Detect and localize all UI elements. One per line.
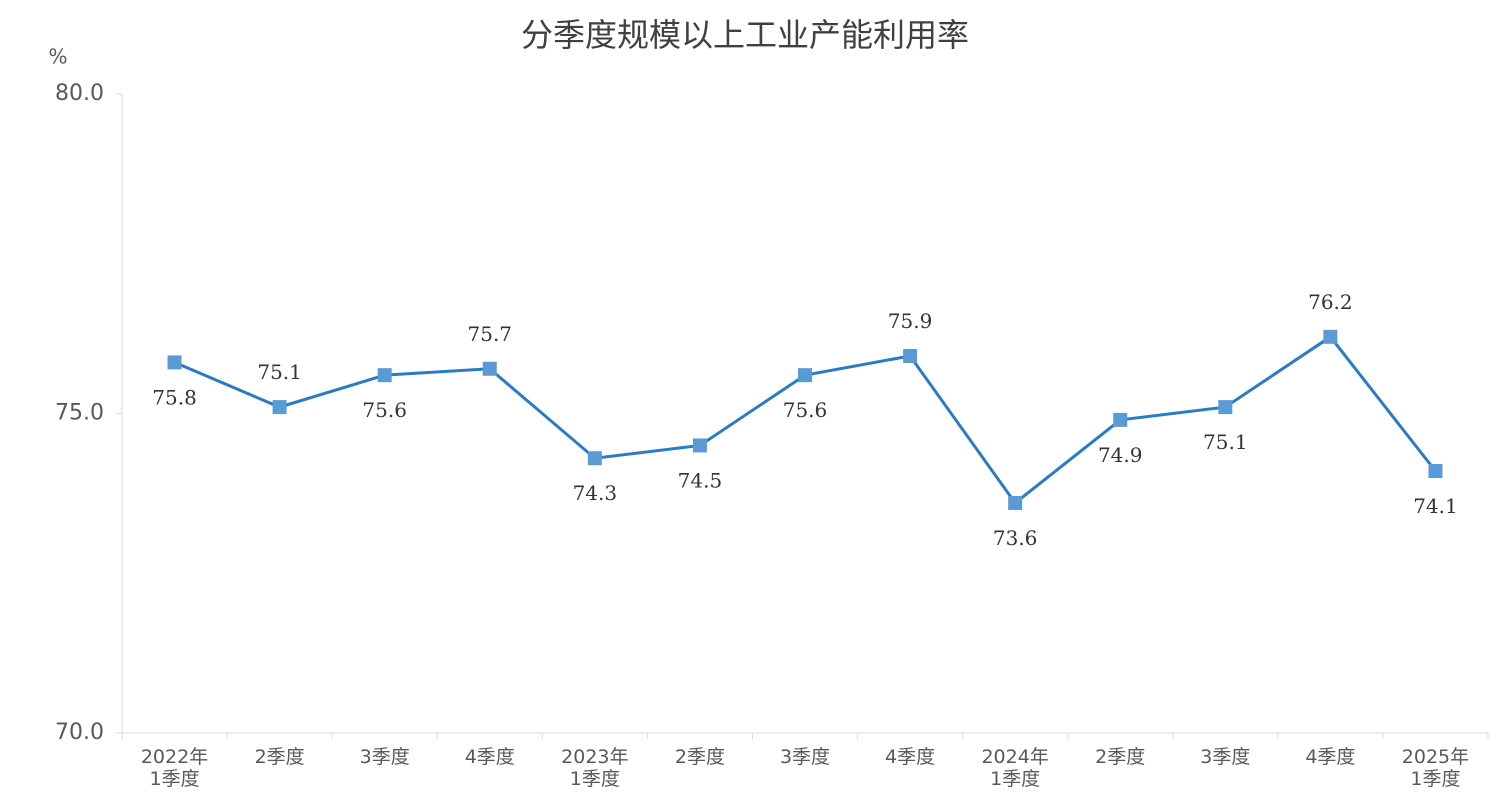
data-point (903, 348, 918, 363)
data-point (1323, 329, 1338, 344)
x-tick-label: 2季度 (255, 746, 305, 768)
data-point (167, 355, 182, 370)
x-tick-label: 2季度 (675, 746, 725, 768)
x-tick-label: 3季度 (360, 746, 410, 768)
data-label: 75.6 (783, 398, 828, 422)
x-tick-label: 2季度 (1095, 746, 1145, 768)
x-tick-label: 4季度 (885, 746, 935, 768)
y-axis-label: % (48, 45, 67, 69)
data-label: 74.9 (1098, 443, 1143, 467)
y-tick-label: 70.0 (55, 720, 104, 745)
data-label: 75.9 (888, 309, 933, 333)
x-tick-label: 2023年 1季度 (561, 746, 628, 790)
data-label: 73.6 (993, 526, 1038, 550)
data-label: 74.1 (1413, 494, 1458, 518)
data-label: 75.1 (1203, 430, 1248, 454)
data-point (1428, 464, 1443, 479)
y-tick-label: 75.0 (55, 401, 104, 426)
data-label: 74.3 (573, 481, 618, 505)
x-tick-label: 4季度 (1305, 746, 1355, 768)
x-tick-label: 2022年 1季度 (141, 746, 208, 790)
x-tick-label: 3季度 (1200, 746, 1250, 768)
x-tick-label: 3季度 (780, 746, 830, 768)
y-tick-label: 80.0 (55, 81, 104, 106)
data-point (272, 400, 287, 415)
data-point (1218, 400, 1233, 415)
data-point (587, 451, 602, 466)
data-label: 75.7 (468, 322, 513, 346)
x-tick-label: 2025年 1季度 (1402, 746, 1469, 790)
data-point (482, 361, 497, 376)
data-label: 75.6 (362, 398, 407, 422)
data-point (798, 368, 812, 383)
data-point (1113, 412, 1128, 427)
x-tick-label: 2024年 1季度 (981, 746, 1048, 790)
data-label: 75.1 (257, 360, 302, 384)
chart-title: 分季度规模以上工业产能利用率 (521, 16, 969, 54)
data-label: 74.5 (678, 468, 723, 492)
data-label: 75.8 (152, 385, 197, 409)
data-point (692, 438, 707, 453)
data-label: 76.2 (1308, 290, 1353, 314)
x-tick-label: 4季度 (465, 746, 515, 768)
data-point (377, 368, 392, 383)
data-point (1008, 495, 1023, 510)
